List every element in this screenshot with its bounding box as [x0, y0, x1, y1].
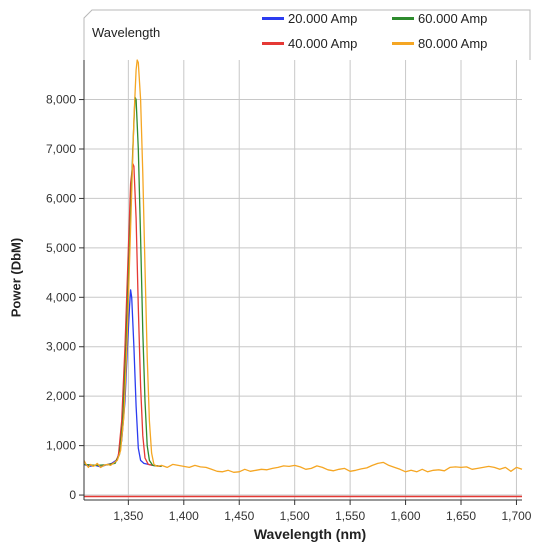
y-tick-label-1: 1,000 — [46, 439, 76, 453]
y-tick-label-5: 5,000 — [46, 241, 76, 255]
legend-swatch-40-amp — [262, 42, 284, 46]
x-tick-label-6: 1,650 — [446, 509, 476, 523]
axes — [79, 60, 522, 505]
y-tick-label-4: 4,000 — [46, 290, 76, 304]
y-tick-label-2: 2,000 — [46, 389, 76, 403]
y-tick-label-3: 3,000 — [46, 340, 76, 354]
legend-label-40-amp: 40.000 Amp — [288, 36, 358, 51]
y-tick-label-6: 6,000 — [46, 191, 76, 205]
legend-label-60-amp: 60.000 Amp — [418, 11, 488, 26]
panel-tab-label: Wavelength — [92, 25, 161, 40]
legend-swatch-80-amp — [392, 42, 414, 46]
y-axis-label: Power (DbM) — [8, 237, 24, 318]
legend-swatch-20-amp — [262, 17, 284, 21]
y-tick-label-8: 8,000 — [46, 93, 76, 107]
y-tick-label-7: 7,000 — [46, 142, 76, 156]
x-tick-label-7: 1,700 — [501, 509, 531, 523]
legend-item-60-amp[interactable]: 60.000 Amp — [392, 11, 487, 26]
x-tick-label-3: 1,500 — [280, 509, 310, 523]
x-tick-label-4: 1,550 — [335, 509, 365, 523]
panel-frame — [83, 9, 531, 60]
series-group — [83, 59, 523, 473]
legend-item-40-amp[interactable]: 40.000 Amp — [262, 36, 357, 51]
grid — [84, 60, 522, 500]
legend-label-80-amp: 80.000 Amp — [418, 36, 488, 51]
legend-item-80-amp[interactable]: 80.000 Amp — [392, 36, 487, 51]
x-tick-label-1: 1,400 — [169, 509, 199, 523]
legend-swatch-60-amp — [392, 17, 414, 21]
x-tick-label-5: 1,600 — [391, 509, 421, 523]
legend-label-20-amp: 20.000 Amp — [288, 11, 358, 26]
x-axis-label: Wavelength (nm) — [253, 526, 367, 542]
series-line-80-000-amp — [83, 59, 523, 473]
tick-labels: 1,350 1,400 1,450 1,500 1,550 1,600 1,650 1,700… — [46, 93, 532, 523]
plot-area — [84, 60, 522, 500]
x-tick-label-0: 1,350 — [113, 509, 143, 523]
y-tick-label-0: 0 — [69, 488, 76, 502]
legend-item-20-amp[interactable]: 20.000 Amp — [262, 11, 357, 26]
x-tick-label-2: 1,450 — [224, 509, 254, 523]
